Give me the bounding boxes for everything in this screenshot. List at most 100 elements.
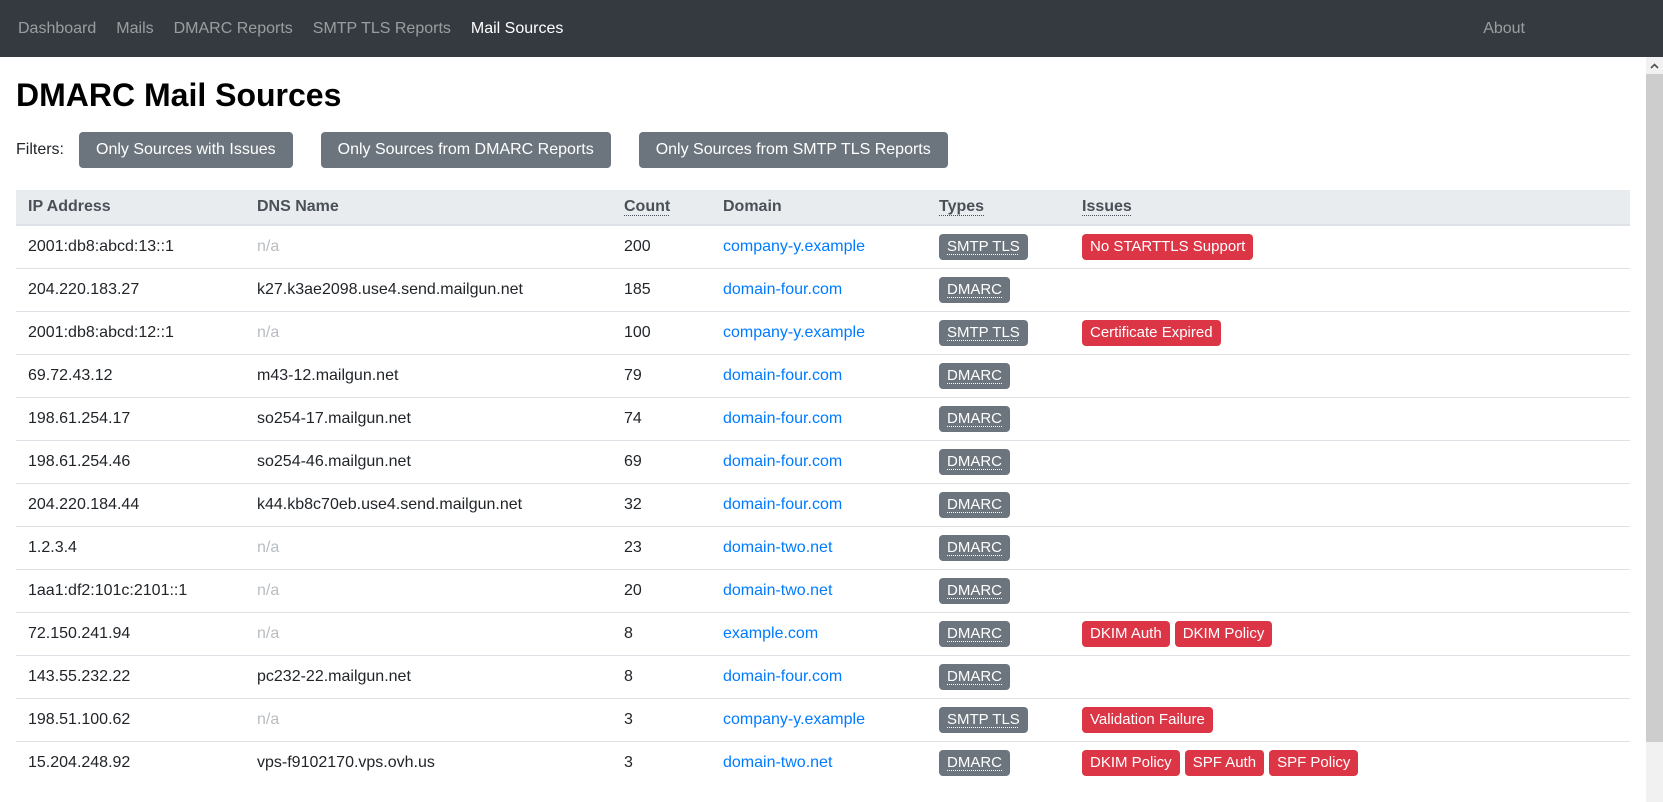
cell-ip-address: 72.150.241.94 [16,611,245,656]
cell-domain: domain-four.com [711,482,927,527]
cell-dns-name: n/a [245,310,612,355]
scroll-up-button[interactable] [1646,57,1663,74]
page-title: DMARC Mail Sources [16,77,342,113]
issue-badge: No STARTTLS Support [1082,233,1254,260]
cell-domain: domain-two.net [711,568,927,613]
cell-count: 69 [612,439,711,484]
table-row: 143.55.232.22 pc232-22.mailgun.net 8 dom… [16,654,1630,699]
cell-issues [1070,568,1630,613]
cell-count: 20 [612,568,711,613]
cell-types: SMTP TLS [927,310,1070,355]
nav-item-dashboard[interactable]: Dashboard [18,19,97,37]
cell-issues [1070,353,1630,398]
cell-count: 32 [612,482,711,527]
nav-item-about[interactable]: About [1483,19,1525,37]
main-content: DMARC Mail Sources Filters: Only Sources… [0,73,1646,784]
cell-dns-name: k27.k3ae2098.use4.send.mailgun.net [245,267,612,312]
cell-count: 200 [624,237,651,255]
cell-types: DMARC [927,611,1070,656]
domain-link[interactable]: company-y.example [723,710,865,728]
cell-ip-address: 204.220.184.44 [16,482,245,527]
cell-domain: company-y.example [711,697,927,742]
issue-badge: DKIM Policy [1082,749,1180,776]
cell-issues: DKIM Policy SPF Auth SPF Policy [1070,740,1630,784]
type-badge: DMARC [939,448,1010,475]
cell-domain: company-y.example [711,225,927,269]
nav-item-dmarc-reports[interactable]: DMARC Reports [173,19,293,37]
cell-count: 79 [612,353,711,398]
cell-types: DMARC [927,525,1070,570]
cell-count: 3 [612,697,711,742]
nav-item-mail-sources[interactable]: Mail Sources [470,19,564,37]
cell-ip-address: 143.55.232.22 [16,654,245,699]
type-badge: SMTP TLS [939,233,1028,260]
cell-dns-name: k44.kb8c70eb.use4.send.mailgun.net [245,482,612,527]
filter-only-dmarc-button[interactable]: Only Sources from DMARC Reports [320,131,611,168]
column-header-count[interactable]: Count [612,189,711,226]
domain-link[interactable]: example.com [723,624,819,642]
cell-dns-name: n/a [245,611,612,656]
domain-link[interactable]: domain-two.net [723,753,833,771]
cell-domain: example.com [711,611,927,656]
cell-dns-name: n/a [245,525,612,570]
cell-issues [1070,525,1630,570]
cell-dns-name: pc232-22.mailgun.net [245,654,612,699]
cell-dns-name: m43-12.mailgun.net [245,353,612,398]
table-row: 1aa1:df2:101c:2101::1 n/a 20 domain-two.… [16,568,1630,613]
cell-ip-address: 69.72.43.12 [16,353,245,398]
cell-count: 3 [612,740,711,784]
filter-only-issues-button[interactable]: Only Sources with Issues [79,131,293,168]
cell-types: DMARC [927,439,1070,484]
domain-link[interactable]: domain-four.com [723,667,843,685]
cell-issues: Certificate Expired [1070,310,1630,355]
cell-types: DMARC [927,740,1070,784]
table-row: 204.220.184.44 k44.kb8c70eb.use4.send.ma… [16,482,1630,527]
cell-dns-name: so254-46.mailgun.net [245,439,612,484]
cell-ip-address: 1.2.3.4 [16,525,245,570]
domain-link[interactable]: domain-four.com [723,495,843,513]
issue-badge: DKIM Policy [1174,620,1273,647]
domain-link[interactable]: domain-four.com [723,280,843,298]
table-row: 1.2.3.4 n/a 23 domain-two.net DMARC [16,525,1630,570]
filter-only-smtp-tls-button[interactable]: Only Sources from SMTP TLS Reports [638,131,948,168]
column-header-ip-address: IP Address [16,189,245,226]
cell-issues [1070,267,1630,312]
issue-badge: SPF Policy [1269,749,1359,776]
table-row: 204.220.183.27 k27.k3ae2098.use4.send.ma… [16,267,1630,312]
column-header-issues: Issues [1070,189,1630,226]
domain-link[interactable]: company-y.example [723,323,865,341]
cell-issues [1070,439,1630,484]
cell-types: SMTP TLS [927,225,1070,269]
cell-domain: domain-two.net [711,525,927,570]
type-badge: DMARC [939,491,1010,518]
domain-link[interactable]: domain-two.net [723,581,833,599]
nav-item-smtp-tls-reports[interactable]: SMTP TLS Reports [312,19,451,37]
cell-dns-name: n/a [257,237,280,255]
cell-count: 185 [612,267,711,312]
filters-bar: Filters: Only Sources with Issues Only S… [16,131,1630,168]
nav-menu: Dashboard Mails DMARC Reports SMTP TLS R… [16,12,573,46]
domain-link[interactable]: company-y.example [723,237,865,255]
cell-count: 100 [612,310,711,355]
issue-badge: SPF Auth [1184,749,1265,776]
issue-badge: Validation Failure [1082,706,1213,733]
cell-count: 74 [612,396,711,441]
table-row: 198.61.254.17 so254-17.mailgun.net 74 do… [16,396,1630,441]
type-badge: DMARC [939,276,1010,303]
nav-item-mails[interactable]: Mails [116,19,154,37]
domain-link[interactable]: domain-four.com [723,409,843,427]
cell-types: SMTP TLS [927,697,1070,742]
cell-ip-address: 15.204.248.92 [16,740,245,784]
domain-link[interactable]: domain-four.com [723,366,843,384]
filters-label: Filters: [16,140,64,158]
domain-link[interactable]: domain-two.net [723,538,833,556]
vertical-scrollbar[interactable] [1646,57,1663,802]
cell-count: 8 [612,654,711,699]
scrollbar-thumb[interactable] [1646,74,1663,742]
cell-domain: domain-four.com [711,654,927,699]
domain-link[interactable]: domain-four.com [723,452,843,470]
cell-types: DMARC [927,353,1070,398]
type-badge: DMARC [939,663,1010,690]
table-row: 2001:db8:abcd:12::1 n/a 100 company-y.ex… [16,310,1630,355]
column-header-dns-name: DNS Name [245,189,612,226]
